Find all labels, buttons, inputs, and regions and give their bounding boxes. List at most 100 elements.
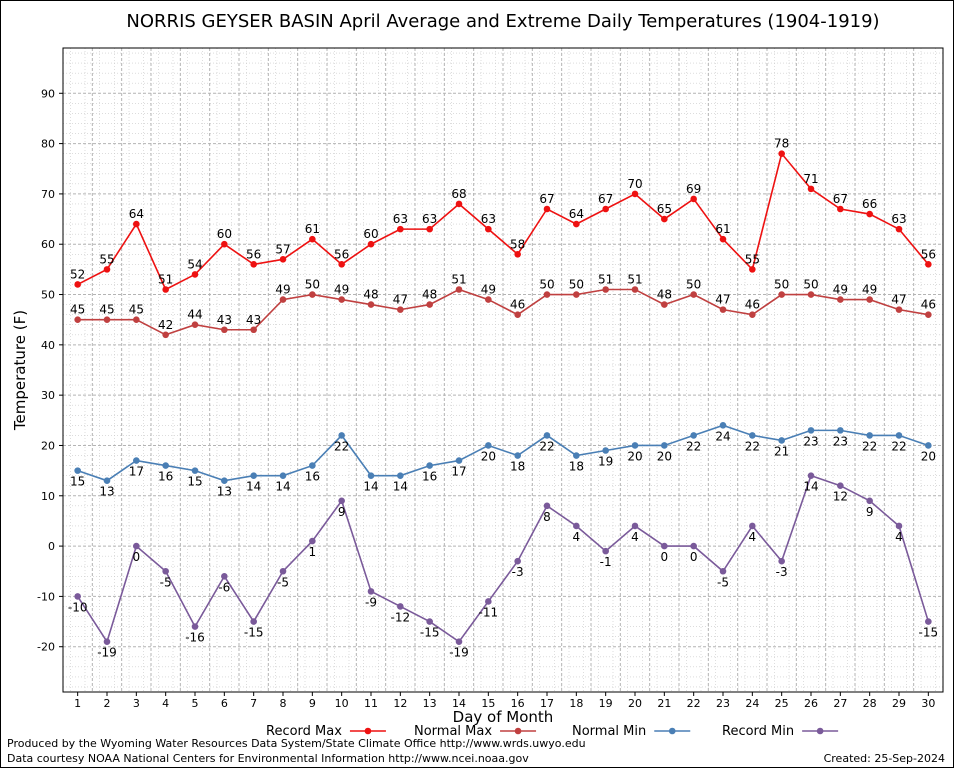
record-min-point — [925, 618, 932, 625]
normal-min-point — [925, 442, 932, 449]
record-max-point — [221, 240, 228, 248]
normal-max-point — [807, 291, 815, 298]
record-max-data-label: 63 — [481, 212, 496, 226]
normal-min-data-label: 22 — [539, 439, 554, 453]
normal-max-data-label: 49 — [481, 283, 496, 297]
record-max-data-label: 70 — [627, 177, 642, 191]
record-max-data-label: 56 — [246, 247, 261, 261]
normal-max-data-label: 47 — [891, 293, 906, 307]
record-max-data-label: 64 — [129, 207, 144, 221]
record-max-data-label: 61 — [715, 222, 730, 236]
normal-max-data-label: 45 — [129, 303, 144, 317]
normal-min-point — [749, 432, 756, 439]
normal-min-point — [778, 437, 785, 444]
normal-max-point — [309, 291, 316, 298]
record-max-data-label: 63 — [422, 212, 437, 226]
x-tick-label: 28 — [863, 697, 877, 710]
record-min-data-label: 4 — [573, 530, 581, 544]
record-min-data-label: 9 — [866, 505, 874, 519]
normal-min-point — [103, 477, 111, 484]
x-tick-label: 10 — [335, 697, 349, 710]
record-min-point — [426, 618, 433, 625]
x-tick-label: 6 — [221, 697, 228, 710]
normal-max-point — [191, 321, 199, 329]
y-axis-ticks: -20 -10 0 10 20 30 40 50 60 70 80 90 — [37, 87, 63, 654]
record-min-data-label: -16 — [185, 631, 205, 645]
x-tick-label: 21 — [657, 697, 671, 710]
normal-max-point — [485, 296, 492, 303]
normal-min-data-label: 15 — [70, 475, 85, 489]
y-tick-label: 40 — [41, 339, 55, 352]
normal-max-point — [514, 311, 521, 318]
normal-min-point — [602, 447, 609, 454]
x-tick-label: 1 — [74, 697, 81, 710]
record-max-data-label: 66 — [862, 197, 877, 211]
record-max-data-label: 64 — [569, 207, 584, 221]
normal-max-point — [221, 326, 228, 334]
normal-min-data-label: 22 — [334, 439, 349, 453]
x-tick-label: 14 — [452, 697, 466, 710]
normal-max-data-label: 44 — [187, 308, 202, 322]
normal-min-data-label: 15 — [187, 475, 202, 489]
normal-max-point — [397, 306, 404, 313]
record-min-data-label: -6 — [218, 580, 230, 594]
record-max-point — [807, 185, 815, 193]
normal-min-data-label: 21 — [774, 444, 789, 458]
record-min-data-label: -5 — [277, 575, 289, 589]
record-min-point — [837, 482, 844, 490]
record-max-data-label: 60 — [363, 227, 378, 241]
record-min-point — [485, 598, 492, 605]
record-max-data-label: 51 — [158, 273, 173, 287]
record-min-data-label: 0 — [690, 550, 698, 564]
record-min-point — [162, 567, 169, 575]
record-max-point — [338, 261, 345, 268]
normal-max-point — [631, 286, 639, 293]
normal-min-data-label: 14 — [363, 480, 378, 494]
legend-marker-record-min — [816, 727, 824, 735]
x-tick-label: 30 — [921, 697, 935, 710]
x-tick-label: 19 — [599, 697, 613, 710]
record-max-data-label: 67 — [598, 192, 613, 206]
record-min-data-label: 8 — [543, 510, 551, 524]
normal-max-data-label: 50 — [774, 278, 789, 292]
normal-min-point — [837, 427, 844, 434]
record-max-point — [602, 205, 609, 213]
record-min-point — [74, 593, 81, 600]
normal-max-data-label: 46 — [921, 298, 936, 312]
record-max-point — [749, 266, 756, 273]
normal-min-data-label: 18 — [569, 460, 584, 474]
record-min-point — [133, 542, 140, 550]
normal-max-data-label: 43 — [217, 313, 232, 327]
normal-min-point — [338, 432, 345, 439]
y-tick-label: 50 — [41, 289, 55, 302]
normal-min-line — [77, 424, 929, 482]
normal-min-data-label: 22 — [745, 439, 760, 453]
normal-min-data-label: 13 — [99, 485, 114, 499]
record-max-data-label: 63 — [891, 212, 906, 226]
record-min-point — [367, 588, 375, 595]
record-max-point — [514, 250, 521, 258]
x-tick-label: 5 — [192, 697, 199, 710]
normal-min-point — [485, 442, 492, 449]
record-min-data-label: -3 — [512, 565, 524, 579]
record-max-point — [866, 210, 873, 218]
record-min-data-label: -3 — [776, 565, 788, 579]
record-min-data-label: -11 — [479, 605, 499, 619]
normal-min-data-label: 19 — [598, 455, 613, 469]
chart-title: NORRIS GEYSER BASIN April Average and Ex… — [126, 11, 879, 32]
normal-max-point — [338, 296, 345, 303]
record-min-point — [221, 572, 228, 580]
normal-min-point — [895, 432, 903, 439]
record-min-point — [514, 557, 521, 565]
record-max-data-label: 52 — [70, 267, 85, 281]
x-tick-label: 15 — [481, 697, 495, 710]
major-grid — [62, 48, 943, 692]
record-max-point — [837, 205, 844, 213]
normal-min-point — [719, 422, 727, 429]
record-min-point — [573, 522, 580, 530]
x-tick-label: 25 — [775, 697, 789, 710]
record-max-data-label: 71 — [803, 172, 818, 186]
record-max-point — [162, 286, 169, 293]
record-min-data-label: 0 — [133, 550, 141, 564]
normal-min-point — [74, 467, 81, 474]
